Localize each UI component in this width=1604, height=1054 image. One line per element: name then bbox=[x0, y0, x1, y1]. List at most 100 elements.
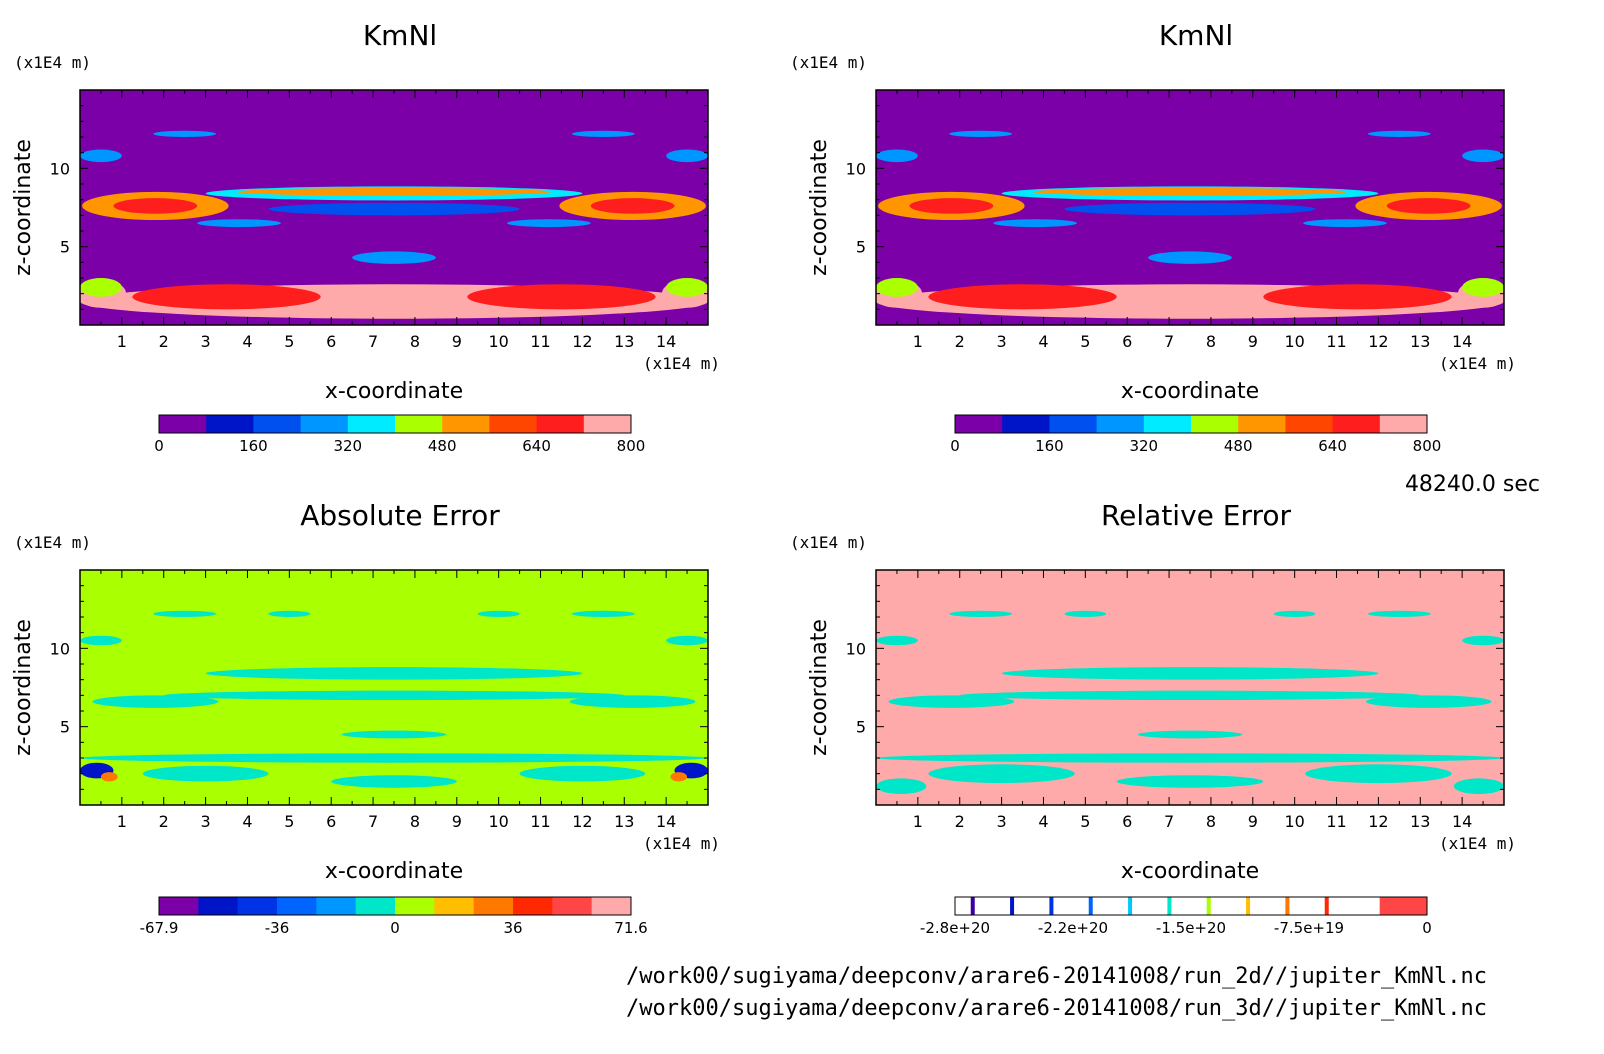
x-tick-label: 4 bbox=[242, 812, 252, 831]
heatmap-contour-region bbox=[237, 187, 551, 196]
x-tick-label: 1 bbox=[117, 332, 127, 351]
colorbar-frame bbox=[158, 896, 632, 916]
colorbar-swatch bbox=[1379, 897, 1427, 915]
heatmap-contour-region bbox=[876, 778, 927, 795]
colorbar-swatch bbox=[277, 897, 317, 915]
colorbar-swatch bbox=[552, 897, 593, 915]
heatmap-contour-region bbox=[477, 610, 520, 617]
heatmap-contour-region bbox=[80, 753, 708, 763]
colorbar-tick-label: 0 bbox=[154, 437, 164, 455]
x-tick-label: 8 bbox=[410, 812, 420, 831]
heatmap-contour-region bbox=[909, 198, 994, 214]
colorbar-swatch bbox=[591, 897, 632, 915]
x-unit-label: (x1E4 m) bbox=[643, 834, 720, 853]
x-axis-label: x-coordinate bbox=[325, 859, 463, 884]
colorbar-swatch bbox=[434, 897, 475, 915]
heatmap-contour-region bbox=[876, 753, 1504, 763]
x-tick-label: 9 bbox=[452, 332, 462, 351]
x-tick-label: 10 bbox=[488, 812, 508, 831]
colorbar-tick-label: -2.2e+20 bbox=[1038, 919, 1108, 937]
heatmap-contour-region bbox=[1367, 130, 1431, 137]
colorbar-swatch bbox=[1010, 897, 1015, 915]
colorbar-swatch bbox=[1379, 415, 1428, 433]
chart-panel-2: KmNl(x1E4 m)1 2 3 4 5 6 7 8 9 10 11 12 13 14510(x1E4 … bbox=[790, 19, 1516, 455]
y-tick-label: 10 bbox=[50, 639, 70, 658]
x-tick-label: 9 bbox=[1248, 812, 1258, 831]
colorbar-swatch bbox=[1096, 415, 1145, 433]
colorbar-swatch bbox=[1088, 897, 1093, 915]
heatmap-contour-region bbox=[153, 130, 217, 137]
heatmap-contour-region bbox=[949, 610, 1013, 617]
heatmap-contour-region bbox=[467, 284, 656, 310]
heatmap-contour-region bbox=[268, 610, 311, 617]
colorbar: -67.9 -36 0 36 71.6 bbox=[140, 896, 648, 937]
colorbar-frame bbox=[954, 414, 1428, 434]
heatmap-contour-region bbox=[1064, 202, 1316, 216]
heatmap-contour-region bbox=[666, 635, 708, 646]
heatmap-contour-region bbox=[1064, 610, 1107, 617]
colorbar-tick-label: 480 bbox=[1224, 437, 1253, 455]
x-tick-label: 12 bbox=[572, 332, 592, 351]
heatmap-contour-region bbox=[1148, 251, 1232, 264]
x-tick-label: 10 bbox=[1284, 812, 1304, 831]
heatmap-contour-region bbox=[928, 764, 1075, 784]
x-tick-label: 4 bbox=[1038, 812, 1048, 831]
y-tick-label: 5 bbox=[856, 718, 866, 737]
heatmap-contour-region bbox=[1116, 775, 1264, 788]
heatmap-contour-region bbox=[1462, 635, 1504, 646]
x-tick-label: 11 bbox=[530, 332, 550, 351]
heatmap-contour-region bbox=[571, 610, 635, 617]
x-tick-label: 9 bbox=[1248, 332, 1258, 351]
file-path-2d: /work00/sugiyama/deepconv/arare6-2014100… bbox=[626, 964, 1487, 989]
x-tick-label: 4 bbox=[1038, 332, 1048, 351]
colorbar-frame bbox=[158, 414, 632, 434]
y-axis-label: z-coordinate bbox=[11, 619, 36, 756]
heatmap-contour-region bbox=[1137, 730, 1243, 739]
colorbar: 0 160 320 480 640 800 bbox=[950, 414, 1441, 455]
y-unit-label: (x1E4 m) bbox=[790, 53, 867, 72]
heatmap-contour-region bbox=[92, 695, 219, 708]
colorbar-swatch bbox=[237, 897, 278, 915]
colorbar-swatch bbox=[536, 415, 585, 433]
heatmap-contour-region bbox=[80, 278, 122, 297]
x-tick-label: 13 bbox=[614, 812, 634, 831]
x-tick-label: 7 bbox=[368, 332, 378, 351]
y-tick-label: 5 bbox=[60, 718, 70, 737]
heatmap-contour-region bbox=[113, 198, 198, 214]
heatmap-contour-region bbox=[142, 765, 269, 782]
heatmap-contour-region bbox=[959, 690, 1421, 701]
chart-panel-4: Relative Error(x1E4 m)1 2 3 4 5 6 7 8 9 10 11 12 13 1… bbox=[790, 499, 1516, 937]
x-tick-label: 3 bbox=[201, 812, 211, 831]
colorbar-tick-label: -2.8e+20 bbox=[920, 919, 990, 937]
x-tick-label: 10 bbox=[488, 332, 508, 351]
heatmap-fill bbox=[80, 130, 708, 319]
heatmap-contour-region bbox=[1462, 278, 1504, 297]
heatmap-contour-region bbox=[590, 198, 675, 214]
heatmap-contour-region bbox=[80, 149, 122, 163]
x-tick-label: 3 bbox=[997, 812, 1007, 831]
x-tick-label: 2 bbox=[159, 812, 169, 831]
x-tick-label: 13 bbox=[1410, 812, 1430, 831]
colorbar-swatch bbox=[1128, 897, 1133, 915]
y-tick-label: 10 bbox=[846, 639, 866, 658]
colorbar-swatch bbox=[489, 415, 538, 433]
x-tick-label: 6 bbox=[1122, 812, 1132, 831]
x-tick-label: 2 bbox=[955, 812, 965, 831]
heatmap-contour-region bbox=[993, 219, 1077, 228]
x-tick-label: 2 bbox=[955, 332, 965, 351]
x-tick-label: 14 bbox=[656, 332, 676, 351]
y-unit-label: (x1E4 m) bbox=[14, 53, 91, 72]
chart-panel-3: Absolute Error(x1E4 m)1 2 3 4 5 6 7 8 9 10 11 12 13 1… bbox=[11, 499, 720, 937]
x-tick-label: 7 bbox=[368, 812, 378, 831]
colorbar-swatch bbox=[316, 897, 357, 915]
x-tick-label: 13 bbox=[614, 332, 634, 351]
colorbar-swatch bbox=[1246, 897, 1251, 915]
chart-title: KmNl bbox=[1159, 19, 1233, 52]
y-axis-label: z-coordinate bbox=[807, 619, 832, 756]
heatmap-contour-region bbox=[1462, 149, 1504, 163]
x-tick-label: 5 bbox=[284, 812, 294, 831]
file-path-3d: /work00/sugiyama/deepconv/arare6-2014100… bbox=[626, 996, 1487, 1021]
y-unit-label: (x1E4 m) bbox=[14, 533, 91, 552]
x-tick-label: 6 bbox=[326, 332, 336, 351]
